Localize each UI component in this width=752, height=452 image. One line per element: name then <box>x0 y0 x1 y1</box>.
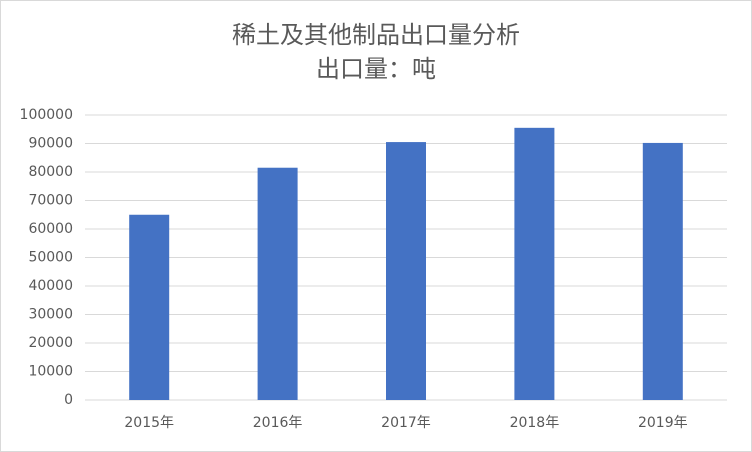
y-tick-label: 80000 <box>28 164 73 180</box>
y-tick-label: 0 <box>64 392 73 408</box>
x-tick-label: 2017年 <box>381 415 431 431</box>
x-tick-label: 2018年 <box>510 415 560 431</box>
bar <box>514 127 555 400</box>
y-tick-label: 10000 <box>28 364 73 380</box>
y-tick-label: 90000 <box>28 136 73 152</box>
y-tick-label: 100000 <box>20 107 73 123</box>
y-tick-label: 40000 <box>28 278 73 294</box>
y-tick-label: 50000 <box>28 250 73 266</box>
bar <box>129 214 170 400</box>
chart-subtitle: 出口量：吨 <box>316 55 436 83</box>
y-tick-label: 60000 <box>28 221 73 237</box>
x-tick-label: 2015年 <box>124 415 174 431</box>
bar <box>642 142 683 400</box>
chart-title: 稀土及其他制品出口量分析 <box>232 21 520 49</box>
y-tick-label: 30000 <box>28 307 73 323</box>
x-tick-label: 2016年 <box>253 415 303 431</box>
bar <box>257 167 298 400</box>
x-tick-label: 2019年 <box>638 415 688 431</box>
y-tick-label: 20000 <box>28 335 73 351</box>
y-tick-label: 70000 <box>28 193 73 209</box>
bar <box>386 142 426 400</box>
